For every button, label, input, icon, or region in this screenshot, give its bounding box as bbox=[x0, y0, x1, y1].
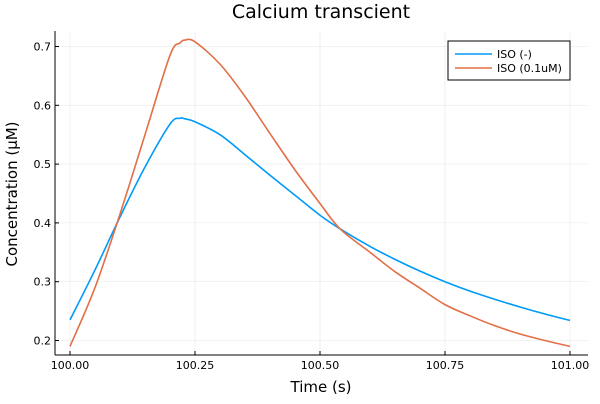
y-tick-label: 0.7 bbox=[34, 41, 52, 54]
y-tick-label: 0.4 bbox=[34, 217, 52, 230]
grid bbox=[55, 31, 588, 355]
series-line-0 bbox=[69, 117, 571, 322]
y-tick-label: 0.3 bbox=[34, 276, 52, 289]
y-tick-label: 0.2 bbox=[34, 335, 52, 348]
y-axis-label: Concentration (μM) bbox=[3, 121, 21, 266]
legend-box bbox=[447, 40, 571, 81]
x-tick-label: 100.00 bbox=[51, 359, 90, 372]
x-tick-label: 101.00 bbox=[551, 359, 590, 372]
legend-label-iso-01um: ISO (0.1uM) bbox=[497, 62, 562, 75]
x-axis-label: Time (s) bbox=[290, 378, 352, 396]
legend: ISO (-) ISO (0.1uM) bbox=[447, 40, 571, 81]
y-tick-label: 0.5 bbox=[34, 158, 52, 171]
x-tick-label: 100.75 bbox=[426, 359, 465, 372]
x-tick-label: 100.50 bbox=[301, 359, 340, 372]
legend-label-iso-minus: ISO (-) bbox=[497, 48, 532, 61]
series-line-1 bbox=[69, 38, 571, 348]
axes: 100.00 100.25 100.50 100.75 101.00 0.2 0.3 0.4 0… bbox=[34, 31, 590, 372]
series-lines bbox=[69, 38, 571, 348]
y-tick-label: 0.6 bbox=[34, 99, 52, 112]
chart-title: Calcium transcient bbox=[232, 1, 410, 23]
x-tick-label: 100.25 bbox=[176, 359, 215, 372]
